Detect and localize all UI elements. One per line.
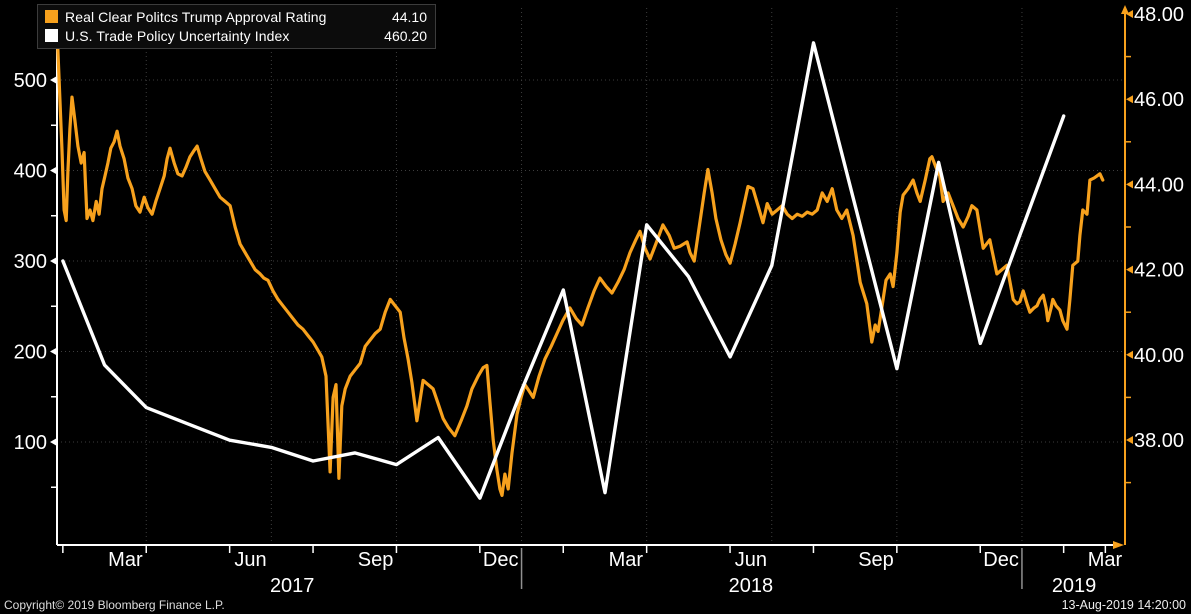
left-axis-tick-label: 100 — [14, 432, 47, 454]
x-axis-month-label: Dec — [483, 549, 519, 571]
x-axis-month-label: Jun — [735, 549, 767, 571]
left-axis-tick — [50, 166, 57, 175]
approval-series-value: 44.10 — [391, 8, 427, 25]
legend: Real Clear Politcs Trump Approval Rating… — [37, 4, 436, 49]
right-axis-tick-label: 42.00 — [1134, 260, 1184, 282]
right-axis-tick-label: 38.00 — [1134, 430, 1184, 452]
legend-row-approval: Real Clear Politcs Trump Approval Rating… — [45, 7, 427, 26]
right-axis-tick — [1126, 10, 1133, 18]
tpu-series-swatch-icon — [45, 29, 58, 42]
x-axis-year-label: 2019 — [1052, 575, 1097, 597]
x-axis-month-label: Sep — [858, 549, 894, 571]
tpu-series-value: 460.20 — [384, 27, 427, 44]
right-axis-tick-label: 48.00 — [1134, 4, 1184, 26]
right-axis-tick-label: 44.00 — [1134, 174, 1184, 196]
tpu-series-line — [61, 41, 1066, 500]
left-axis-tick — [50, 347, 57, 356]
x-axis-month-label: Jun — [234, 549, 266, 571]
copyright-text: Copyright© 2019 Bloomberg Finance L.P. — [4, 598, 225, 612]
right-axis-tick — [1126, 95, 1133, 104]
x-axis-month-label: Mar — [609, 549, 644, 571]
left-axis-tick-label: 500 — [14, 70, 47, 92]
left-axis-tick-label: 300 — [14, 251, 47, 273]
tpu-series-label: U.S. Trade Policy Uncertainty Index — [65, 27, 290, 44]
x-axis-year-label: 2018 — [729, 575, 774, 597]
right-axis-tick — [1126, 436, 1133, 444]
legend-row-tpu: U.S. Trade Policy Uncertainty Index 460.… — [45, 26, 427, 45]
left-axis-tick — [50, 76, 57, 84]
right-axis-tick — [1126, 180, 1133, 189]
x-axis-month-label: Mar — [108, 549, 143, 571]
approval-series-label: Real Clear Politcs Trump Approval Rating — [65, 8, 327, 25]
x-axis-month-label: Sep — [358, 549, 394, 571]
left-axis-tick-label: 200 — [14, 342, 47, 364]
left-axis-tick — [50, 257, 57, 265]
right-axis-tick-label: 46.00 — [1134, 89, 1184, 111]
right-axis-arrow-icon — [1121, 5, 1129, 14]
x-axis-month-label: Mar — [1088, 549, 1123, 571]
approval-series-swatch-icon — [45, 10, 58, 23]
approval-series-line — [56, 46, 1105, 497]
right-axis-tick — [1126, 265, 1133, 274]
left-axis-tick-label: 400 — [14, 161, 47, 183]
x-axis-year-label: 2017 — [270, 575, 315, 597]
timestamp-text: 13-Aug-2019 14:20:00 — [1061, 598, 1186, 612]
x-axis-arrow-icon — [1113, 541, 1124, 549]
right-axis-tick-label: 40.00 — [1134, 345, 1184, 367]
x-axis-month-label: Dec — [983, 549, 1019, 571]
left-axis-tick — [50, 438, 57, 446]
right-axis-tick — [1126, 350, 1133, 359]
